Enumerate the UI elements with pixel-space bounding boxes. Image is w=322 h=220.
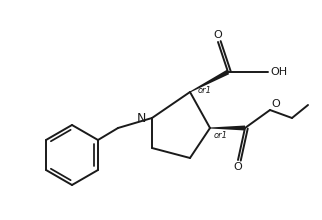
Text: or1: or1 <box>198 86 212 95</box>
Text: O: O <box>271 99 280 109</box>
Text: O: O <box>234 162 242 172</box>
Text: N: N <box>137 112 146 125</box>
Text: O: O <box>213 30 223 40</box>
Text: or1: or1 <box>214 131 228 140</box>
Polygon shape <box>210 125 245 130</box>
Polygon shape <box>190 70 229 92</box>
Text: OH: OH <box>270 67 287 77</box>
